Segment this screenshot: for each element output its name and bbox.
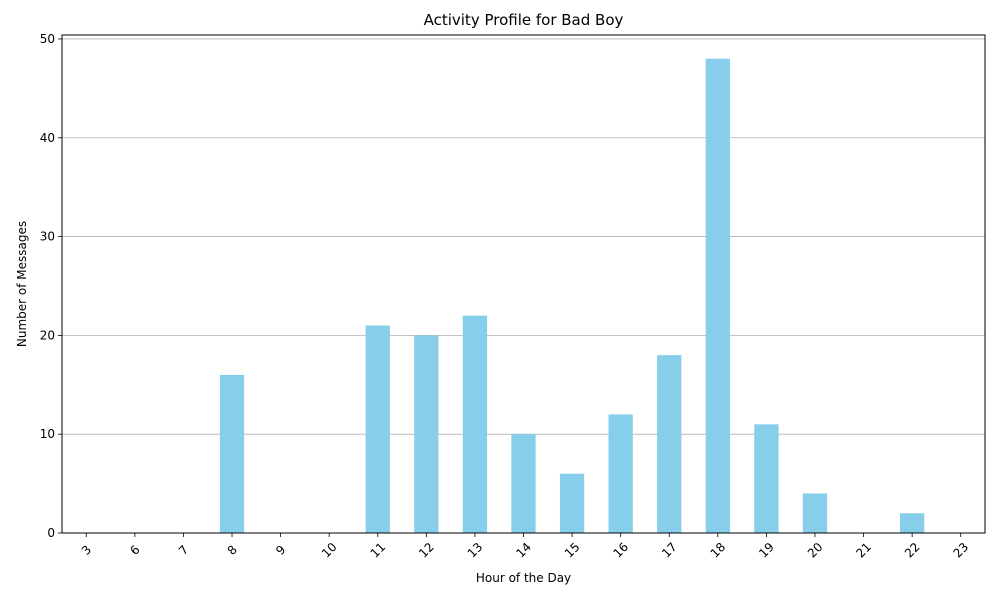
x-tick-label: 8 xyxy=(225,543,240,558)
bar-hour-8 xyxy=(219,374,245,533)
bar-hour-20 xyxy=(802,493,828,533)
x-tick-label: 16 xyxy=(610,540,631,561)
x-tick-label: 18 xyxy=(708,540,729,561)
x-tick-label: 20 xyxy=(805,540,826,561)
x-tick-label: 7 xyxy=(176,543,191,558)
bar-hour-11 xyxy=(365,325,390,533)
x-tick-label: 9 xyxy=(273,543,288,558)
bar-hour-13 xyxy=(462,315,488,533)
x-tick-label: 14 xyxy=(513,540,534,561)
y-tick-label: 40 xyxy=(40,131,55,145)
bar-hour-17 xyxy=(657,355,682,533)
x-tick-label: 17 xyxy=(659,540,680,561)
y-tick-label: 30 xyxy=(40,230,55,244)
y-axis-ticks: 0 10 20 30 40 50 xyxy=(40,32,62,540)
y-tick-label: 0 xyxy=(47,526,55,540)
chart-title: Activity Profile for Bad Boy xyxy=(424,11,624,29)
y-axis-label: Number of Messages xyxy=(15,221,29,347)
x-axis-label: Hour of the Day xyxy=(476,571,571,585)
x-tick-label: 11 xyxy=(368,540,389,561)
x-tick-label: 3 xyxy=(79,543,94,558)
x-tick-label: 19 xyxy=(756,540,777,561)
x-axis-ticks: 3 6 7 8 9 10 11 12 13 14 15 16 17 18 19 20 21 22 23 xyxy=(79,533,971,561)
x-tick-label: 23 xyxy=(951,540,972,561)
bar-hour-18 xyxy=(705,58,730,533)
bar-hour-14 xyxy=(511,434,536,533)
bars xyxy=(219,58,925,533)
x-tick-label: 6 xyxy=(127,543,142,558)
x-tick-label: 15 xyxy=(562,540,583,561)
bar-hour-22 xyxy=(899,513,925,533)
x-tick-label: 10 xyxy=(319,540,340,561)
y-tick-label: 20 xyxy=(40,328,55,342)
bar-hour-15 xyxy=(559,473,585,533)
x-tick-label: 22 xyxy=(902,540,923,561)
x-tick-label: 21 xyxy=(853,540,874,561)
x-tick-label: 12 xyxy=(416,540,437,561)
bar-hour-12 xyxy=(414,335,439,533)
bar-hour-16 xyxy=(608,414,633,533)
bar-hour-19 xyxy=(754,424,779,533)
y-tick-label: 10 xyxy=(40,427,55,441)
y-tick-label: 50 xyxy=(40,32,55,46)
x-tick-label: 13 xyxy=(465,540,486,561)
